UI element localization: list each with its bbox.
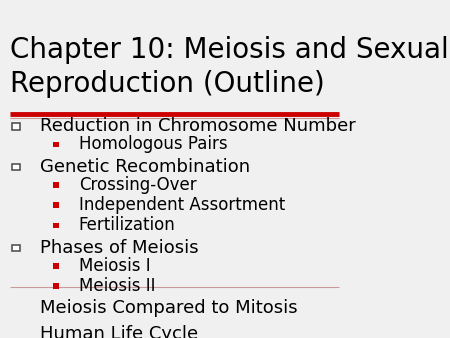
Text: Homologous Pairs: Homologous Pairs bbox=[79, 135, 227, 153]
Text: Meiosis Compared to Mitosis: Meiosis Compared to Mitosis bbox=[40, 299, 298, 317]
Text: Independent Assortment: Independent Assortment bbox=[79, 196, 285, 214]
FancyBboxPatch shape bbox=[12, 245, 19, 251]
Text: Meiosis I: Meiosis I bbox=[79, 257, 150, 275]
FancyBboxPatch shape bbox=[53, 223, 59, 228]
FancyBboxPatch shape bbox=[12, 123, 19, 129]
FancyBboxPatch shape bbox=[12, 306, 19, 312]
Text: Human Life Cycle: Human Life Cycle bbox=[40, 324, 198, 338]
Text: Fertilization: Fertilization bbox=[79, 216, 176, 234]
Text: Genetic Recombination: Genetic Recombination bbox=[40, 158, 250, 175]
FancyBboxPatch shape bbox=[53, 284, 59, 289]
FancyBboxPatch shape bbox=[53, 142, 59, 147]
Text: Meiosis II: Meiosis II bbox=[79, 277, 155, 295]
FancyBboxPatch shape bbox=[53, 202, 59, 208]
Text: Chapter 10: Meiosis and Sexual
Reproduction (Outline): Chapter 10: Meiosis and Sexual Reproduct… bbox=[10, 35, 449, 98]
Text: Reduction in Chromosome Number: Reduction in Chromosome Number bbox=[40, 117, 356, 135]
FancyBboxPatch shape bbox=[12, 164, 19, 170]
FancyBboxPatch shape bbox=[53, 263, 59, 269]
Text: Phases of Meiosis: Phases of Meiosis bbox=[40, 239, 199, 257]
FancyBboxPatch shape bbox=[53, 182, 59, 188]
Text: Crossing-Over: Crossing-Over bbox=[79, 176, 196, 194]
FancyBboxPatch shape bbox=[12, 331, 19, 337]
